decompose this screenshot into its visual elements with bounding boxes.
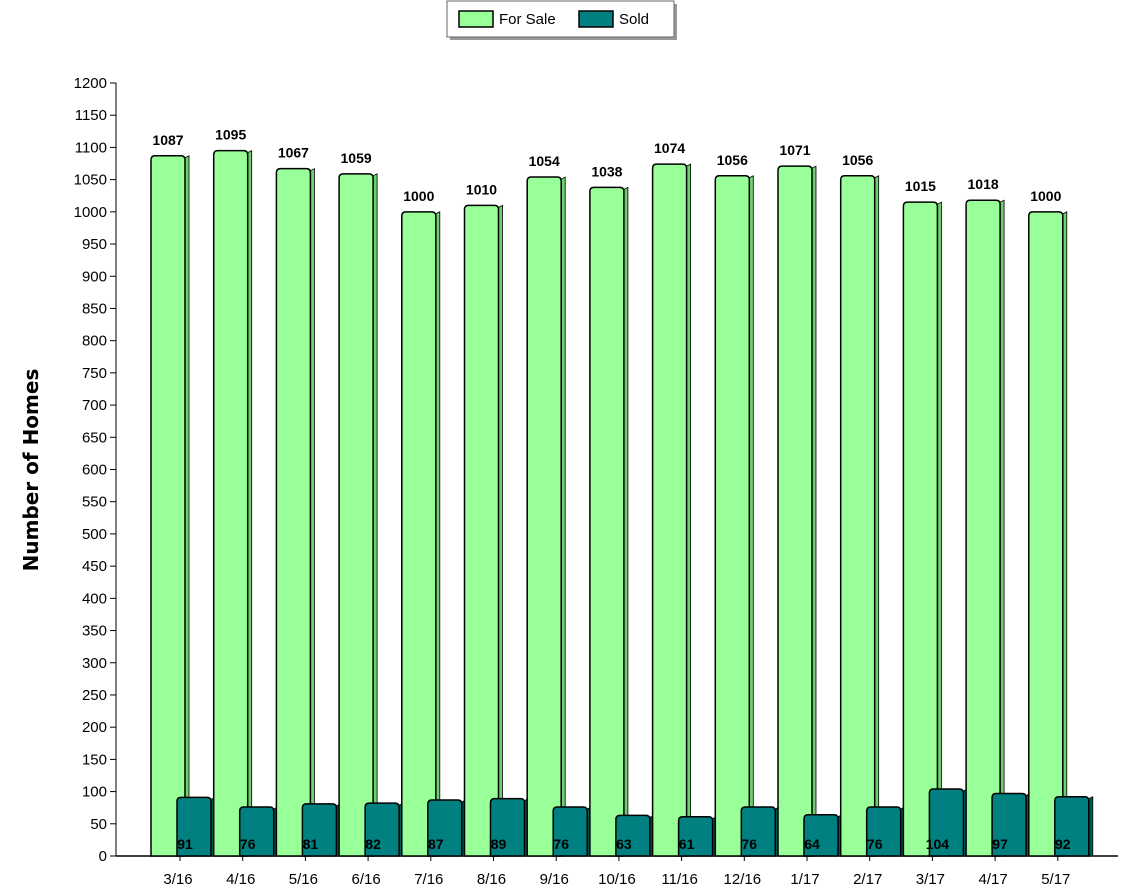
for-sale-value-label: 1067 (278, 145, 309, 161)
bar-for-sale (965, 199, 1005, 857)
y-tick-label: 300 (82, 655, 107, 672)
sold-value-label: 76 (742, 836, 758, 852)
for-sale-value-label: 1015 (905, 178, 936, 194)
y-tick-label: 1000 (74, 204, 107, 221)
y-tick-label: 550 (82, 494, 107, 511)
sold-value-label: 81 (303, 836, 319, 852)
for-sale-value-label: 1010 (466, 181, 497, 197)
bar-for-sale (839, 175, 880, 857)
bars (150, 149, 1094, 857)
for-sale-value-label: 1056 (842, 152, 873, 168)
for-sale-value-label: 1087 (152, 132, 183, 148)
x-tick-label: 5/17 (1041, 871, 1070, 888)
y-tick-label: 150 (82, 751, 107, 768)
legend-swatch (458, 10, 494, 28)
y-tick-label: 100 (82, 784, 107, 801)
y-tick-label: 450 (82, 558, 107, 575)
for-sale-value-label: 1056 (717, 152, 748, 168)
legend-entry: For Sale (499, 11, 556, 28)
x-axis: 3/16 4/16 5/16 6/16 7/16 8/16 9/16 10/16 11/16 12… (116, 855, 1118, 888)
value-labels: 1087 91 1095 76 1067 81 1059 82 1000 87 1010 89 1054… (152, 127, 1070, 852)
x-tick-label: 11/16 (661, 871, 697, 888)
bar-for-sale (777, 165, 817, 857)
y-axis: 0 50 100 150 200 250 300 350 400 450 500 550 600 650 7… (74, 75, 117, 865)
x-tick-label: 3/17 (916, 871, 945, 888)
y-tick-label: 1100 (75, 139, 107, 156)
y-tick-label: 950 (82, 236, 107, 253)
y-tick-label: 350 (82, 623, 107, 640)
sold-value-label: 97 (992, 836, 1008, 852)
for-sale-value-label: 1054 (529, 153, 560, 169)
bar-for-sale (651, 163, 691, 857)
x-tick-label: 3/16 (163, 871, 192, 888)
for-sale-value-label: 1095 (215, 127, 246, 143)
y-tick-label: 850 (82, 300, 107, 317)
bar-for-sale (589, 186, 629, 857)
x-tick-label: 4/16 (226, 871, 255, 888)
legend-entry: Sold (619, 11, 649, 28)
bar-for-sale (401, 211, 441, 857)
x-tick-label: 1/17 (790, 871, 819, 888)
sold-value-label: 91 (177, 836, 193, 852)
bar-for-sale (1028, 211, 1068, 857)
x-tick-label: 4/17 (978, 871, 1007, 888)
sold-value-label: 76 (240, 836, 256, 852)
bar-for-sale (714, 175, 754, 857)
sold-value-label: 89 (491, 836, 507, 852)
y-tick-label: 1050 (74, 172, 107, 189)
sold-value-label: 104 (926, 836, 950, 852)
sold-value-label: 61 (679, 836, 695, 852)
sold-value-label: 82 (365, 836, 381, 852)
sold-value-label: 63 (616, 836, 632, 852)
bar-for-sale (463, 204, 503, 857)
x-tick-label: 9/16 (540, 871, 569, 888)
legend-swatch (578, 10, 614, 28)
y-tick-label: 500 (82, 526, 107, 543)
x-tick-label: 10/16 (598, 871, 636, 888)
sold-value-label: 87 (428, 836, 444, 852)
for-sale-value-label: 1000 (403, 188, 434, 204)
sold-value-label: 92 (1055, 836, 1071, 852)
bar-for-sale (150, 155, 190, 857)
y-tick-label: 900 (82, 268, 107, 285)
y-axis-label: Number of Homes (19, 369, 43, 572)
y-tick-label: 200 (82, 719, 107, 736)
bar-for-sale (275, 167, 315, 857)
x-tick-label: 6/16 (351, 871, 380, 888)
y-tick-label: 600 (82, 462, 107, 479)
bar-for-sale (902, 201, 942, 857)
for-sale-value-label: 1071 (779, 142, 810, 158)
for-sale-value-label: 1018 (968, 176, 999, 192)
for-sale-value-label: 1059 (341, 150, 372, 166)
y-tick-label: 700 (82, 397, 107, 414)
y-tick-label: 250 (82, 687, 107, 704)
x-tick-label: 12/16 (724, 871, 762, 888)
bar-for-sale (526, 176, 566, 857)
y-tick-label: 1200 (74, 75, 107, 92)
x-tick-label: 5/16 (289, 871, 318, 888)
sold-value-label: 76 (867, 836, 883, 852)
sold-value-label: 76 (553, 836, 569, 852)
for-sale-value-label: 1038 (591, 163, 622, 179)
for-sale-value-label: 1000 (1030, 188, 1061, 204)
x-tick-label: 8/16 (477, 871, 506, 888)
sold-value-label: 64 (804, 836, 820, 852)
y-tick-label: 1150 (75, 107, 107, 124)
bar-for-sale (338, 173, 378, 857)
y-tick-label: 0 (99, 848, 107, 865)
y-tick-label: 650 (82, 429, 107, 446)
x-tick-label: 7/16 (414, 871, 443, 888)
legend: For Sale Sold (446, 0, 677, 40)
y-tick-label: 800 (82, 333, 107, 350)
y-tick-label: 50 (90, 816, 107, 833)
x-tick-label: 2/17 (853, 871, 882, 888)
y-tick-label: 750 (82, 365, 107, 382)
bar-sold (1054, 795, 1094, 857)
for-sale-value-label: 1074 (654, 140, 685, 156)
bar-for-sale (212, 149, 253, 857)
y-tick-label: 400 (82, 590, 107, 607)
